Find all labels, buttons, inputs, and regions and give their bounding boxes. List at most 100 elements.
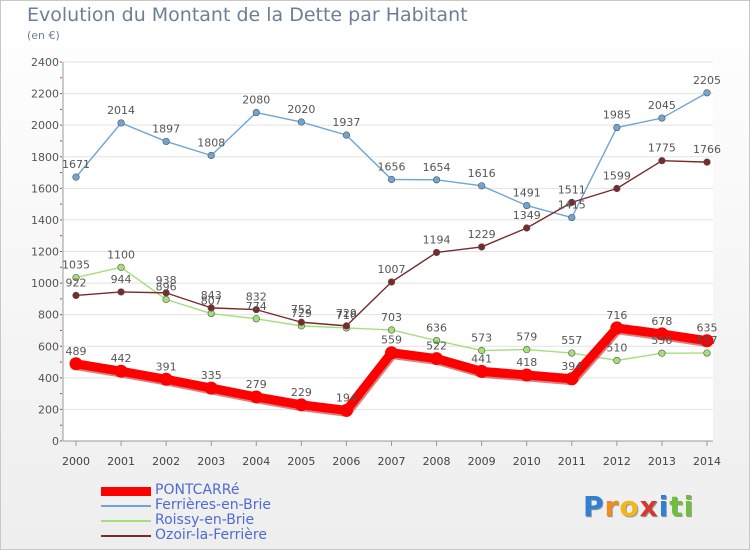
y-tick-label: 2400 [31, 56, 59, 69]
data-label: 774 [246, 300, 267, 313]
y-tick-label: 2000 [31, 119, 59, 132]
x-tick-label: 2012 [603, 455, 631, 468]
legend-swatch [101, 535, 151, 537]
data-label: 1035 [62, 259, 90, 272]
data-point [658, 157, 666, 165]
x-tick-label: 2005 [287, 455, 315, 468]
data-point [432, 176, 441, 184]
x-tick-label: 2006 [332, 455, 360, 468]
data-point [342, 322, 351, 330]
data-label: 2014 [107, 104, 135, 117]
data-label: 194 [336, 391, 357, 404]
logo-letter: i [658, 490, 670, 523]
data-point [478, 346, 486, 355]
data-label: 1511 [558, 183, 586, 196]
data-label: 1671 [62, 158, 90, 171]
data-point [703, 158, 711, 166]
legend-label: Ferrières-en-Brie [155, 497, 271, 513]
data-point [294, 398, 308, 412]
logo-letter: x [639, 490, 659, 523]
data-label: 1937 [332, 116, 360, 129]
data-label: 557 [561, 334, 582, 347]
data-label: 678 [651, 315, 672, 328]
legend-swatch [101, 520, 151, 522]
data-point [114, 364, 128, 378]
data-point [159, 372, 173, 386]
data-label: 703 [381, 311, 402, 324]
legend-label: PONTCARRé [155, 482, 240, 498]
data-label: 1656 [378, 160, 406, 173]
data-point [339, 403, 353, 417]
data-point [69, 357, 83, 371]
data-point [72, 173, 80, 181]
data-label: 510 [606, 341, 627, 354]
data-label: 1808 [197, 136, 225, 149]
data-label: 729 [336, 307, 357, 320]
data-label: 1229 [468, 228, 496, 241]
y-tick-label: 1600 [31, 182, 59, 195]
x-tick-label: 2013 [648, 455, 676, 468]
data-point [162, 289, 170, 297]
x-tick-label: 2009 [468, 455, 496, 468]
data-point [72, 291, 80, 300]
data-point [658, 349, 666, 357]
data-label: 394 [561, 360, 582, 373]
data-point [72, 273, 80, 282]
data-point [703, 89, 711, 97]
data-point [610, 321, 624, 335]
data-point [432, 248, 441, 257]
data-label: 1007 [378, 263, 406, 276]
legend-label: Roissy-en-Brie [155, 512, 255, 528]
data-point [655, 327, 669, 341]
data-label: 335 [201, 369, 222, 382]
data-label: 843 [201, 289, 222, 302]
y-tick-label: 800 [38, 309, 59, 322]
data-point [700, 334, 714, 348]
data-point [430, 352, 444, 366]
y-tick-label: 1200 [31, 246, 59, 259]
y-tick-label: 600 [38, 340, 59, 353]
data-label: 441 [471, 352, 492, 365]
data-label: 557 [697, 334, 718, 347]
data-label: 579 [516, 331, 537, 344]
data-point [613, 123, 621, 132]
legend-swatch [101, 486, 151, 496]
logo-letter: o [619, 490, 640, 523]
x-tick-label: 2011 [558, 455, 586, 468]
data-point [207, 151, 215, 160]
data-point [117, 119, 125, 127]
data-label: 1766 [693, 143, 721, 156]
x-tick-label: 2014 [693, 455, 721, 468]
x-tick-label: 2002 [152, 455, 180, 468]
x-tick-label: 2010 [513, 455, 541, 468]
data-point [613, 356, 621, 365]
data-point [523, 345, 531, 354]
legend-swatch [101, 505, 151, 507]
data-label: 522 [426, 340, 447, 353]
x-tick-label: 2003 [197, 455, 225, 468]
y-tick-label: 1400 [31, 214, 59, 227]
data-label: 1897 [152, 122, 180, 135]
data-label: 1616 [468, 167, 496, 180]
data-label: 944 [111, 273, 132, 286]
data-point [207, 304, 215, 312]
data-point [475, 364, 489, 378]
data-point [613, 184, 621, 193]
data-label: 2045 [648, 99, 676, 112]
data-point [568, 198, 576, 206]
data-point [520, 368, 534, 382]
data-label: 1100 [107, 248, 135, 261]
data-point [252, 306, 260, 314]
data-label: 489 [66, 345, 87, 358]
data-point [162, 137, 170, 146]
data-label: 391 [156, 360, 177, 373]
data-label: 556 [651, 334, 672, 347]
data-label: 229 [291, 386, 312, 399]
data-label: 418 [516, 356, 537, 369]
x-tick-label: 2001 [107, 455, 135, 468]
data-point [432, 336, 441, 345]
y-tick-label: 1800 [31, 151, 59, 164]
x-tick-label: 2000 [62, 455, 90, 468]
x-tick-label: 2008 [423, 455, 451, 468]
